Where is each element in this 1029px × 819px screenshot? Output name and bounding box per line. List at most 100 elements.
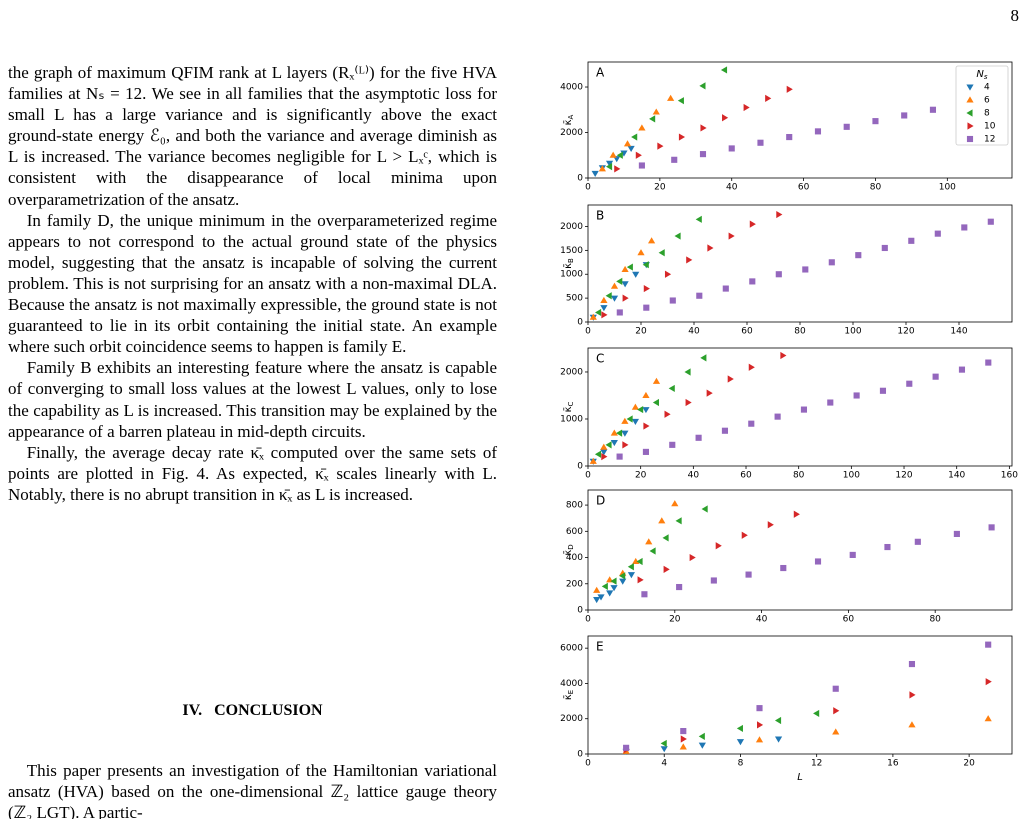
marker	[881, 244, 888, 252]
marker	[635, 151, 642, 159]
marker	[686, 256, 693, 264]
marker	[775, 271, 782, 278]
marker	[695, 434, 702, 441]
x-axis-label: L	[797, 772, 803, 783]
panel-label: E	[596, 640, 604, 654]
marker	[832, 685, 839, 692]
marker	[727, 375, 734, 383]
marker	[600, 449, 608, 456]
marker	[685, 398, 692, 407]
marker	[984, 715, 992, 722]
marker	[684, 368, 691, 376]
marker	[849, 551, 856, 558]
x-tick-label: 100	[939, 183, 956, 193]
marker	[595, 308, 602, 317]
x-tick-label: 60	[740, 471, 752, 481]
marker	[767, 521, 774, 529]
marker	[605, 160, 614, 167]
x-tick-label: 20	[635, 471, 647, 481]
marker	[722, 285, 729, 292]
marker	[743, 103, 750, 112]
marker	[643, 422, 650, 430]
x-tick-label: 140	[950, 327, 967, 337]
marker	[626, 263, 633, 271]
marker	[623, 140, 632, 147]
marker	[636, 557, 643, 566]
x-tick-label: 80	[870, 183, 882, 193]
marker	[637, 405, 644, 414]
marker	[597, 594, 605, 601]
page-number: 8	[1010, 6, 1020, 25]
marker	[906, 380, 913, 387]
marker	[985, 641, 992, 648]
marker	[855, 252, 862, 259]
marker	[699, 82, 706, 90]
x-tick-label: 80	[794, 327, 806, 337]
marker	[662, 534, 669, 542]
marker	[652, 377, 661, 384]
x-tick-label: 40	[756, 615, 768, 625]
x-tick-label: 40	[688, 327, 700, 337]
marker	[631, 133, 638, 141]
marker	[642, 391, 650, 399]
y-axis-label: κ̄E	[563, 690, 575, 700]
marker	[622, 294, 629, 302]
x-tick-label: 60	[798, 183, 810, 193]
marker	[908, 237, 915, 244]
marker	[641, 591, 648, 598]
marker	[707, 244, 714, 252]
marker	[638, 124, 646, 131]
marker	[631, 403, 640, 410]
marker	[638, 162, 645, 169]
marker	[780, 564, 787, 572]
marker	[987, 218, 994, 225]
marker	[909, 691, 916, 699]
marker	[605, 441, 612, 449]
x-tick-label: 12	[811, 759, 822, 769]
marker	[601, 582, 608, 590]
marker	[627, 572, 635, 579]
marker	[736, 724, 743, 733]
x-tick-label: 60	[741, 327, 753, 337]
marker	[626, 415, 633, 423]
marker	[664, 410, 671, 418]
marker	[814, 558, 822, 565]
marker	[591, 170, 599, 178]
marker	[813, 709, 820, 718]
marker	[675, 517, 682, 525]
marker	[616, 277, 623, 286]
marker	[755, 736, 764, 743]
marker	[648, 237, 656, 244]
marker	[606, 590, 614, 597]
marker	[632, 557, 640, 564]
y-tick-label: 2000	[560, 128, 583, 138]
marker	[814, 128, 822, 135]
marker	[600, 296, 608, 304]
y-axis-label-symbol: κ̄	[563, 263, 574, 269]
marker	[614, 165, 621, 173]
marker	[637, 576, 644, 584]
axes-frame	[587, 61, 1013, 179]
x-tick-label: 0	[585, 183, 591, 193]
marker	[756, 705, 763, 712]
marker	[748, 363, 755, 371]
marker	[728, 232, 735, 240]
marker	[728, 145, 735, 152]
marker	[932, 373, 939, 380]
y-axis-label-sub: D	[567, 544, 575, 549]
marker	[696, 292, 703, 299]
x-tick-label: 120	[895, 471, 912, 481]
y-axis-label-sub: B	[567, 258, 575, 263]
marker	[610, 282, 619, 289]
marker	[622, 441, 629, 449]
legend-label: 4	[984, 83, 990, 93]
marker	[967, 122, 974, 130]
axes-frame	[587, 489, 1013, 611]
marker	[749, 220, 756, 228]
y-axis-label-sub: C	[567, 401, 575, 406]
legend-title-sub: s	[984, 73, 988, 81]
y-tick-label: 0	[577, 462, 583, 472]
marker	[706, 389, 713, 397]
